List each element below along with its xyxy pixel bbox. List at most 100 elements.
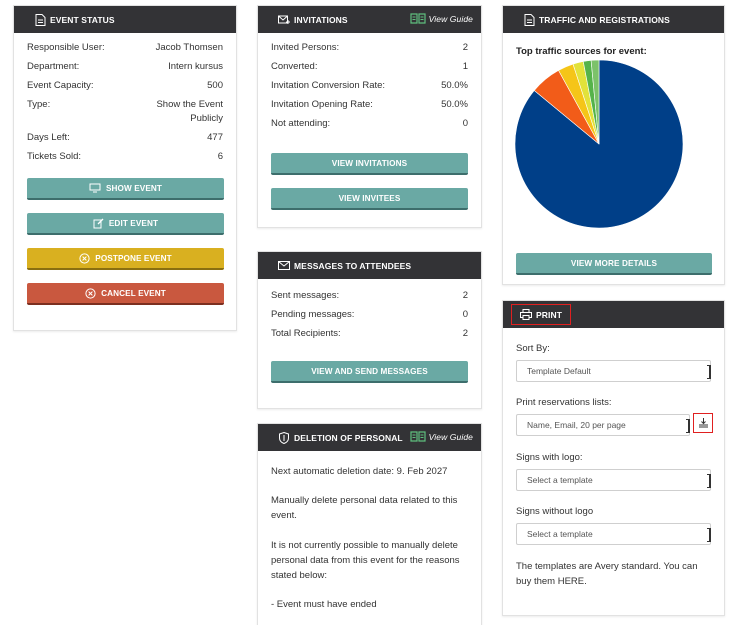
- row-label: Not attending:: [271, 118, 331, 129]
- row-value: 2: [462, 328, 468, 339]
- row-label: Event Capacity:: [27, 80, 94, 91]
- row-label: Invitation Conversion Rate:: [271, 80, 386, 91]
- monitor-icon: [89, 183, 101, 193]
- row-label: Tickets Sold:: [27, 151, 82, 162]
- row-value: 1: [462, 61, 468, 72]
- message-row: Sent messages: 2: [271, 289, 468, 303]
- invitation-row: Invitation Conversion Rate: 50.0%: [271, 79, 468, 93]
- view-guide-link[interactable]: View Guide: [410, 431, 473, 442]
- close-circle-icon: [79, 252, 90, 264]
- print-title: PRINT: [536, 309, 562, 320]
- reason-item: - Event must have ended: [271, 599, 377, 610]
- envelope-plus-icon: [278, 14, 290, 26]
- cancel-event-button[interactable]: CANCEL EVENT: [27, 283, 224, 305]
- signs-logo-select[interactable]: Select a template: [516, 469, 711, 491]
- not-possible-text: It is not currently possible to manually…: [271, 540, 460, 581]
- signs-no-logo-select[interactable]: Select a template: [516, 523, 711, 545]
- row-value: 2: [462, 290, 468, 301]
- traffic-title: TRAFFIC AND REGISTRATIONS: [539, 14, 670, 25]
- edit-event-button[interactable]: EDIT EVENT: [27, 213, 224, 235]
- document-icon: [523, 13, 535, 26]
- message-row: Total Recipients: 2: [271, 327, 468, 341]
- pie-slice: [590, 59, 600, 145]
- view-send-messages-button[interactable]: VIEW AND SEND MESSAGES: [271, 361, 468, 383]
- close-circle-icon: [85, 287, 96, 299]
- row-value: 2: [462, 42, 468, 53]
- row-label: Converted:: [271, 61, 318, 72]
- status-row: Tickets Sold: 6: [27, 150, 223, 164]
- row-label: Responsible User:: [27, 42, 105, 53]
- select-caret: [707, 528, 711, 542]
- status-row: Responsible User: Jacob Thomsen: [27, 41, 223, 55]
- document-icon: [34, 13, 46, 26]
- invitation-row: Converted: 1: [271, 60, 468, 74]
- event-status-title: EVENT STATUS: [50, 14, 115, 25]
- download-button[interactable]: [693, 413, 713, 433]
- row-label: Invitation Opening Rate:: [271, 99, 373, 110]
- select-caret: [707, 474, 711, 488]
- invitations-card: INVITATIONS View Guide Invited Persons: 2…: [257, 5, 482, 228]
- show-event-button[interactable]: SHOW EVENT: [27, 178, 224, 200]
- row-label: Department:: [27, 61, 80, 72]
- status-row: Event Capacity: 500: [27, 79, 223, 93]
- pie-chart-title: Top traffic sources for event:: [516, 46, 647, 57]
- shield-icon: [278, 431, 290, 444]
- avery-info-text: The templates are Avery standard. You ca…: [516, 561, 698, 587]
- button-label: CANCEL EVENT: [101, 288, 166, 298]
- messages-rows: Sent messages: 2 Pending messages: 0 Total…: [258, 279, 481, 341]
- status-row: Department: Intern kursus: [27, 60, 223, 74]
- view-more-details-button[interactable]: VIEW MORE DETAILS: [516, 253, 712, 275]
- row-value: 6: [217, 151, 223, 162]
- book-icon: [410, 431, 426, 442]
- postpone-event-button[interactable]: POSTPONE EVENT: [27, 248, 224, 270]
- row-value: 0: [462, 118, 468, 129]
- button-label: VIEW AND SEND MESSAGES: [311, 366, 428, 376]
- button-label: POSTPONE EVENT: [95, 253, 172, 263]
- invitation-row: Invitation Opening Rate: 50.0%: [271, 98, 468, 112]
- message-row: Pending messages: 0: [271, 308, 468, 322]
- guide-label: View Guide: [428, 13, 473, 24]
- view-invitees-button[interactable]: VIEW INVITEES: [271, 188, 468, 210]
- row-label: Total Recipients:: [271, 328, 341, 339]
- row-label: Days Left:: [27, 132, 70, 143]
- signs-logo-label: Signs with logo:: [516, 452, 583, 463]
- next-deletion-date: Next automatic deletion date: 9. Feb 202…: [271, 466, 448, 477]
- print-header: PRINT: [503, 301, 724, 328]
- signs-no-logo-label: Signs without logo: [516, 506, 594, 517]
- invitations-rows: Invited Persons: 2 Converted: 1 Invitation…: [258, 33, 481, 131]
- reservations-select[interactable]: Name, Email, 20 per page: [516, 414, 690, 436]
- row-value: 500: [207, 80, 223, 91]
- messages-header: MESSAGES TO ATTENDEES: [258, 252, 481, 279]
- manual-delete-text: Manually delete personal data related to…: [271, 495, 458, 521]
- deletion-title: DELETION OF PERSONAL: [294, 432, 403, 443]
- guide-label: View Guide: [428, 431, 473, 442]
- view-guide-link[interactable]: View Guide: [410, 13, 473, 24]
- select-value: Select a template: [527, 529, 593, 539]
- row-value: Jacob Thomsen: [155, 42, 223, 53]
- status-row: Days Left: 477: [27, 131, 223, 145]
- traffic-card: TRAFFIC AND REGISTRATIONS Top traffic so…: [502, 5, 725, 285]
- invitation-row: Invited Persons: 2: [271, 41, 468, 55]
- sort-by-select[interactable]: Template Default: [516, 360, 711, 382]
- select-caret: [686, 419, 690, 433]
- button-label: VIEW MORE DETAILS: [570, 258, 658, 268]
- download-icon: [698, 418, 708, 428]
- book-icon: [410, 13, 426, 24]
- deletion-card: DELETION OF PERSONAL View Guide Next aut…: [257, 423, 482, 625]
- view-invitations-button[interactable]: VIEW INVITATIONS: [271, 153, 468, 175]
- printer-icon: [520, 309, 532, 321]
- invitation-row: Not attending: 0: [271, 117, 468, 131]
- button-label: SHOW EVENT: [105, 183, 163, 193]
- event-status-card: EVENT STATUS Responsible User: Jacob Thom…: [13, 5, 237, 331]
- invitations-header: INVITATIONS View Guide: [258, 6, 481, 33]
- event-status-rows: Responsible User: Jacob Thomsen Departmen…: [14, 33, 236, 164]
- row-value: 477: [207, 132, 223, 143]
- traffic-pie-chart: [514, 59, 684, 229]
- print-title-box[interactable]: PRINT: [511, 304, 571, 325]
- select-value: Name, Email, 20 per page: [527, 420, 626, 430]
- button-label: VIEW INVITEES: [338, 193, 401, 203]
- print-card: PRINT Sort By: Template Default Print re…: [502, 300, 725, 616]
- select-value: Select a template: [527, 475, 593, 485]
- invitations-title: INVITATIONS: [294, 14, 348, 25]
- row-value: 0: [462, 309, 468, 320]
